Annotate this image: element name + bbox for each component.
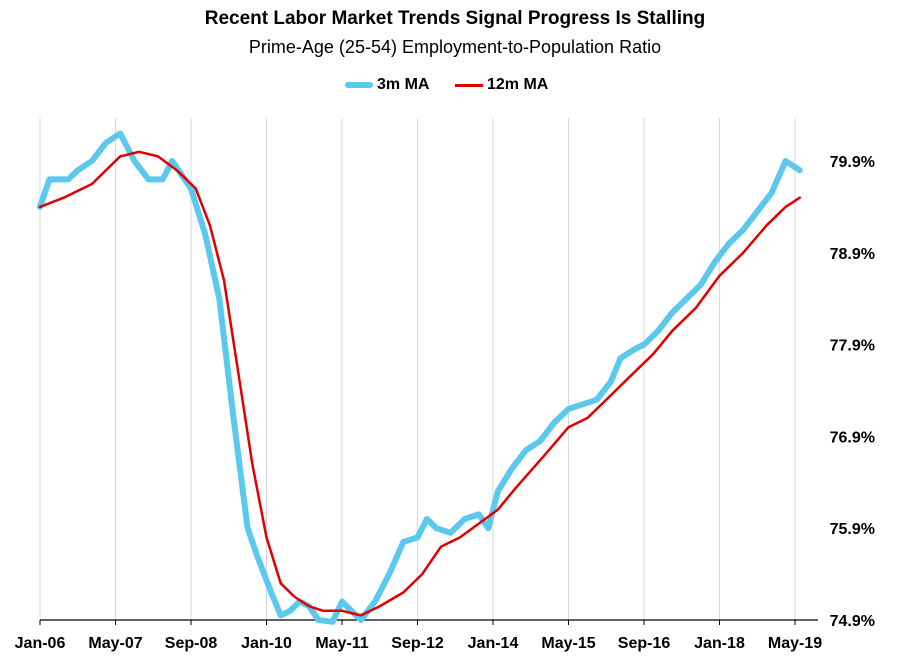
x-tick-label-jan-14: Jan-14 (468, 635, 519, 652)
y-tick-label: 79.9% (830, 154, 875, 171)
legend-label-12m-ma: 12m MA (487, 76, 549, 93)
chart-subtitle: Prime-Age (25-54) Employment-to-Populati… (248, 37, 662, 57)
chart-title: Recent Labor Market Trends Signal Progre… (204, 8, 706, 29)
gridlines (39, 118, 796, 620)
series-line-12m-ma (38, 150, 801, 617)
x-tick-label-jan-10: Jan-10 (241, 635, 292, 652)
x-tick-label-may-07: May-07 (88, 635, 142, 652)
legend-swatch-3m-ma (345, 82, 373, 88)
x-tick-labels: Jan-06 May-07 Sep-08 Jan-10 May-11 Sep-12 Jan-… (15, 635, 823, 652)
x-tick-label-sep-12: Sep-12 (391, 635, 444, 652)
legend-item-3m-ma: 3m MA (345, 74, 429, 96)
y-tick-label: 76.9% (830, 429, 875, 446)
legend-item-12m-ma: 12m MA (455, 74, 548, 96)
y-tick-labels: 79.9% 78.9% 77.9% 76.9% 75.9% 74.9% (830, 154, 875, 630)
series-line-3m-ma (37, 130, 803, 625)
y-tick-label: 74.9% (830, 613, 875, 630)
y-tick-label: 75.9% (830, 521, 875, 538)
x-tick-label-jan-18: Jan-18 (694, 635, 745, 652)
x-tick-label-may-11: May-11 (315, 635, 368, 652)
axes (39, 619, 818, 625)
legend-swatch-12m-ma (455, 83, 483, 87)
x-tick-label-jan-06: Jan-06 (15, 635, 66, 652)
y-tick-label: 78.9% (830, 246, 875, 263)
series-lines (37, 130, 803, 625)
x-tick-label-sep-16: Sep-16 (618, 635, 671, 652)
x-tick-label-may-15: May-15 (541, 635, 595, 652)
x-tick-label-may-19: May-19 (768, 635, 822, 652)
x-tick-label-sep-08: Sep-08 (165, 635, 218, 652)
legend-label-3m-ma: 3m MA (377, 76, 430, 93)
chart-legend: 3m MA 12m MA (0, 74, 910, 96)
y-tick-label: 77.9% (830, 338, 875, 355)
